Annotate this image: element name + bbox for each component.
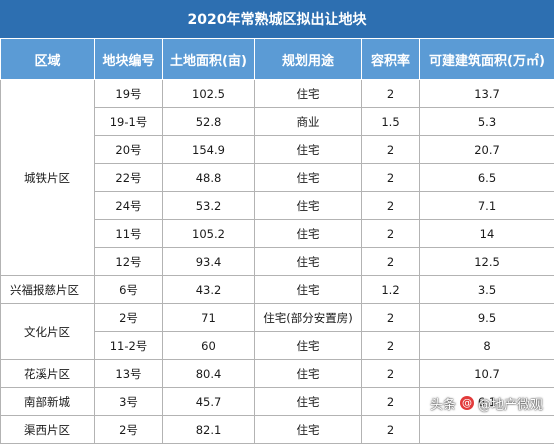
region-cell: 兴福报慈片区 (1, 276, 95, 304)
buildable-area-cell: 20.7 (420, 136, 554, 164)
header-buildable-area: 可建建筑面积(万㎡) (420, 39, 554, 80)
parcel-id-cell: 22号 (95, 164, 163, 192)
header-region: 区域 (1, 39, 95, 80)
planned-use-cell: 住宅 (255, 332, 362, 360)
table-row: 渠西片区 2号 82.1 住宅 2 (1, 416, 554, 444)
planned-use-cell: 住宅 (255, 164, 362, 192)
land-parcel-table: 区域 地块编号 土地面积(亩) 规划用途 容积率 可建建筑面积(万㎡) 城铁片区… (0, 38, 554, 444)
header-planned-use: 规划用途 (255, 39, 362, 80)
buildable-area-cell: 9.5 (420, 304, 554, 332)
planned-use-cell: 商业 (255, 108, 362, 136)
parcel-id-cell: 11号 (95, 220, 163, 248)
region-cell: 南部新城 (1, 388, 95, 416)
watermark-handle: @地产微观 (478, 394, 543, 413)
region-cell: 文化片区 (1, 304, 95, 360)
land-area-cell: 48.8 (163, 164, 255, 192)
plot-ratio-cell: 2 (362, 136, 420, 164)
buildable-area-cell: 10.7 (420, 360, 554, 388)
planned-use-cell: 住宅 (255, 360, 362, 388)
plot-ratio-cell: 2 (362, 248, 420, 276)
planned-use-cell: 住宅 (255, 276, 362, 304)
land-area-cell: 45.7 (163, 388, 255, 416)
region-cell: 花溪片区 (1, 360, 95, 388)
header-land-area: 土地面积(亩) (163, 39, 255, 80)
plot-ratio-cell: 2 (362, 80, 420, 108)
buildable-area-cell: 3.5 (420, 276, 554, 304)
parcel-id-cell: 19-1号 (95, 108, 163, 136)
plot-ratio-cell: 1.5 (362, 108, 420, 136)
parcel-id-cell: 12号 (95, 248, 163, 276)
header-row: 区域 地块编号 土地面积(亩) 规划用途 容积率 可建建筑面积(万㎡) (1, 39, 554, 80)
parcel-id-cell: 3号 (95, 388, 163, 416)
land-area-cell: 82.1 (163, 416, 255, 444)
plot-ratio-cell: 2 (362, 360, 420, 388)
table-row: 花溪片区 13号 80.4 住宅 2 10.7 (1, 360, 554, 388)
plot-ratio-cell: 2 (362, 416, 420, 444)
watermark: 头条 @ @地产微观 (430, 393, 543, 413)
planned-use-cell: 住宅(部分安置房) (255, 304, 362, 332)
buildable-area-cell: 7.1 (420, 192, 554, 220)
planned-use-cell: 住宅 (255, 416, 362, 444)
plot-ratio-cell: 2 (362, 164, 420, 192)
plot-ratio-cell: 2 (362, 192, 420, 220)
land-area-cell: 43.2 (163, 276, 255, 304)
header-plot-ratio: 容积率 (362, 39, 420, 80)
planned-use-cell: 住宅 (255, 388, 362, 416)
plot-ratio-cell: 2 (362, 388, 420, 416)
buildable-area-cell (420, 416, 554, 444)
parcel-id-cell: 24号 (95, 192, 163, 220)
planned-use-cell: 住宅 (255, 80, 362, 108)
land-area-cell: 52.8 (163, 108, 255, 136)
planned-use-cell: 住宅 (255, 220, 362, 248)
region-cell: 渠西片区 (1, 416, 95, 444)
plot-ratio-cell: 2 (362, 304, 420, 332)
parcel-id-cell: 2号 (95, 304, 163, 332)
land-area-cell: 80.4 (163, 360, 255, 388)
table-row: 兴福报慈片区 6号 43.2 住宅 1.2 3.5 (1, 276, 554, 304)
land-area-cell: 105.2 (163, 220, 255, 248)
table-row: 城铁片区 19号 102.5 住宅 2 13.7 (1, 80, 554, 108)
land-area-cell: 71 (163, 304, 255, 332)
plot-ratio-cell: 2 (362, 332, 420, 360)
buildable-area-cell: 13.7 (420, 80, 554, 108)
planned-use-cell: 住宅 (255, 248, 362, 276)
plot-ratio-cell: 1.2 (362, 276, 420, 304)
land-area-cell: 93.4 (163, 248, 255, 276)
header-parcel-id: 地块编号 (95, 39, 163, 80)
land-area-cell: 60 (163, 332, 255, 360)
parcel-id-cell: 13号 (95, 360, 163, 388)
table-title: 2020年常熟城区拟出让地块 (0, 0, 554, 38)
buildable-area-cell: 6.5 (420, 164, 554, 192)
buildable-area-cell: 14 (420, 220, 554, 248)
buildable-area-cell: 12.5 (420, 248, 554, 276)
parcel-id-cell: 20号 (95, 136, 163, 164)
parcel-id-cell: 6号 (95, 276, 163, 304)
planned-use-cell: 住宅 (255, 136, 362, 164)
plot-ratio-cell: 2 (362, 220, 420, 248)
parcel-id-cell: 19号 (95, 80, 163, 108)
land-area-cell: 53.2 (163, 192, 255, 220)
buildable-area-cell: 8 (420, 332, 554, 360)
region-cell: 城铁片区 (1, 80, 95, 276)
parcel-id-cell: 2号 (95, 416, 163, 444)
land-area-cell: 102.5 (163, 80, 255, 108)
buildable-area-cell: 5.3 (420, 108, 554, 136)
table-row: 文化片区 2号 71 住宅(部分安置房) 2 9.5 (1, 304, 554, 332)
parcel-id-cell: 11-2号 (95, 332, 163, 360)
at-sign-icon: @ (460, 396, 474, 410)
watermark-prefix: 头条 (430, 394, 456, 413)
land-area-cell: 154.9 (163, 136, 255, 164)
planned-use-cell: 住宅 (255, 192, 362, 220)
